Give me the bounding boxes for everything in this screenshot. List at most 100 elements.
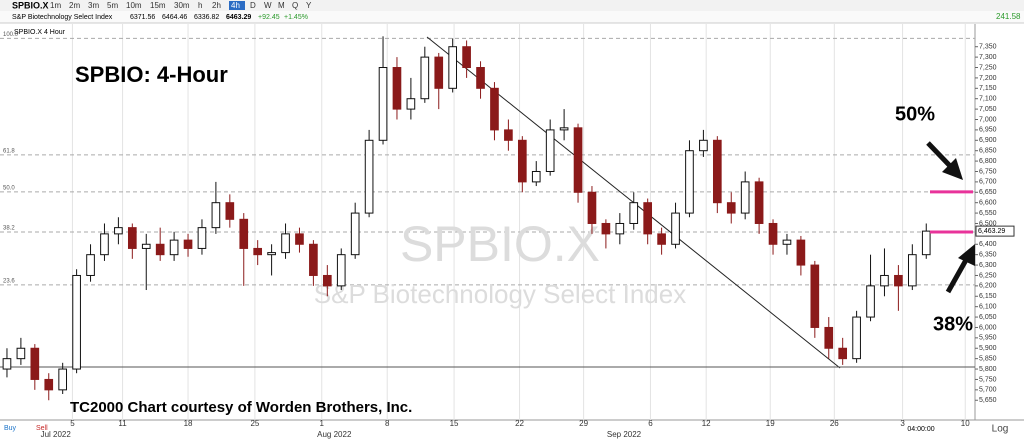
y-tick-label: 6,850 <box>979 148 997 155</box>
sell-button[interactable]: Sell <box>36 425 48 432</box>
x-tick-label: 29 <box>579 419 588 428</box>
symbol[interactable]: SPBIO.X <box>12 0 49 10</box>
y-tick-label: 6,100 <box>979 304 997 311</box>
y-tick-label: 6,550 <box>979 210 997 217</box>
y-tick-label: 6,750 <box>979 168 997 175</box>
interval-button[interactable]: 3m <box>88 1 99 10</box>
fib-label: 38.2 <box>3 226 15 232</box>
interval-button[interactable]: 2m <box>69 1 80 10</box>
candle-body <box>448 46 458 89</box>
candle-body <box>267 252 276 256</box>
x-tick-label: 1 <box>320 419 325 428</box>
candle-body <box>852 316 861 360</box>
candle-body <box>434 56 444 89</box>
candle-body <box>309 243 318 276</box>
y-tick-label: 6,200 <box>979 283 997 290</box>
y-tick-label: 5,700 <box>979 387 997 394</box>
y-tick-label: 5,850 <box>979 355 997 362</box>
month-label: Aug 2022 <box>317 430 352 439</box>
candle-body <box>127 227 137 249</box>
candle-body <box>545 129 555 172</box>
month-label: Sep 2022 <box>607 430 642 439</box>
toolbar-bg <box>0 0 1024 11</box>
quote-high: 6464.46 <box>162 14 187 21</box>
candle-body <box>573 127 583 193</box>
interval-button[interactable]: Q <box>292 1 298 10</box>
last-price-box <box>975 225 1015 237</box>
candle-body <box>169 239 179 256</box>
log-button[interactable]: Log <box>992 424 1009 435</box>
candle-body <box>712 139 722 204</box>
interval-button[interactable]: 1m <box>50 1 61 10</box>
candle-body <box>880 274 889 287</box>
candle-body <box>726 202 736 214</box>
toolbar: SPBIO.X 241.58 1m 2m 3m 5m 10m 15m 30m h 2h 4h D W M… <box>12 0 1021 21</box>
candle-body <box>531 170 541 183</box>
last-price-label: 6,463.29 <box>978 228 1005 235</box>
y-tick-label: 6,950 <box>979 127 997 134</box>
interval-button[interactable]: M <box>278 1 285 10</box>
interval-button[interactable]: 15m <box>150 1 166 10</box>
candle-body <box>420 56 430 100</box>
candle-body <box>44 378 54 391</box>
interval-button[interactable]: 4h <box>231 1 240 10</box>
y-tick-label: 5,650 <box>979 397 997 404</box>
x-tick-label: 11 <box>118 419 127 428</box>
candle-body <box>58 368 68 391</box>
y-tick-label: 6,350 <box>979 252 997 259</box>
interval-button[interactable]: h <box>198 1 202 10</box>
pane-label: SPBIO.X 4 Hour <box>14 29 66 36</box>
candle-body <box>336 254 346 287</box>
y-tick-label: 6,800 <box>979 158 997 165</box>
x-tick-label: 10 <box>961 419 970 428</box>
candle-body <box>838 347 848 360</box>
y-tick-label: 5,900 <box>979 345 997 352</box>
candle-body <box>601 222 611 235</box>
y-tick-label: 7,100 <box>979 96 997 103</box>
candle-body <box>824 326 834 349</box>
y-tick-label: 6,000 <box>979 324 997 331</box>
y-tick-label: 6,050 <box>979 314 997 321</box>
y-tick-label: 5,800 <box>979 366 997 373</box>
candle-body <box>392 67 402 110</box>
interval-button[interactable]: 30m <box>174 1 190 10</box>
x-tick-label: 19 <box>766 419 775 428</box>
candle-body <box>211 202 221 229</box>
candle-body <box>894 274 903 287</box>
watermark-subtitle: S&P Biotechnology Select Index <box>314 279 686 309</box>
quote-change-pct: +1.45% <box>284 14 308 21</box>
candle-body <box>350 212 360 256</box>
interval-button[interactable]: W <box>264 1 272 10</box>
candle-body <box>629 202 639 224</box>
buy-button[interactable]: Buy <box>4 425 17 432</box>
credit: TC2000 Chart courtesy of Worden Brothers… <box>70 399 412 416</box>
interval-button[interactable]: 2h <box>212 1 221 10</box>
interval-button[interactable]: Y <box>306 1 312 10</box>
candle-body <box>253 247 263 256</box>
candle-body <box>225 202 235 220</box>
candle-body <box>462 46 471 69</box>
candle-body <box>72 274 81 370</box>
candle-body <box>476 67 485 89</box>
interval-button[interactable]: 10m <box>126 1 142 10</box>
candle-body <box>740 181 750 214</box>
candle-body <box>810 264 820 328</box>
y-tick-label: 6,650 <box>979 189 997 196</box>
interval-active <box>229 1 245 10</box>
candle-body <box>768 222 778 245</box>
y-tick-label: 7,200 <box>979 75 997 82</box>
interval-button[interactable]: 5m <box>107 1 118 10</box>
quote-name: S&P Biotechnology Select Index <box>12 14 113 21</box>
x-tick-label: 5 <box>70 419 75 428</box>
interval-button[interactable]: D <box>250 1 256 10</box>
candle-body <box>86 254 95 276</box>
x-tick-label: 12 <box>702 419 711 428</box>
fib-label: 100.0 <box>3 32 19 38</box>
y-tick-label: 7,300 <box>979 54 997 61</box>
quote-bar-bg <box>0 11 1024 23</box>
candle-body <box>295 233 304 245</box>
candle-body <box>907 254 917 287</box>
fib-label: 50.0 <box>3 185 15 191</box>
y-tick-label: 7,150 <box>979 85 997 92</box>
y-tick-label: 7,050 <box>979 106 997 113</box>
